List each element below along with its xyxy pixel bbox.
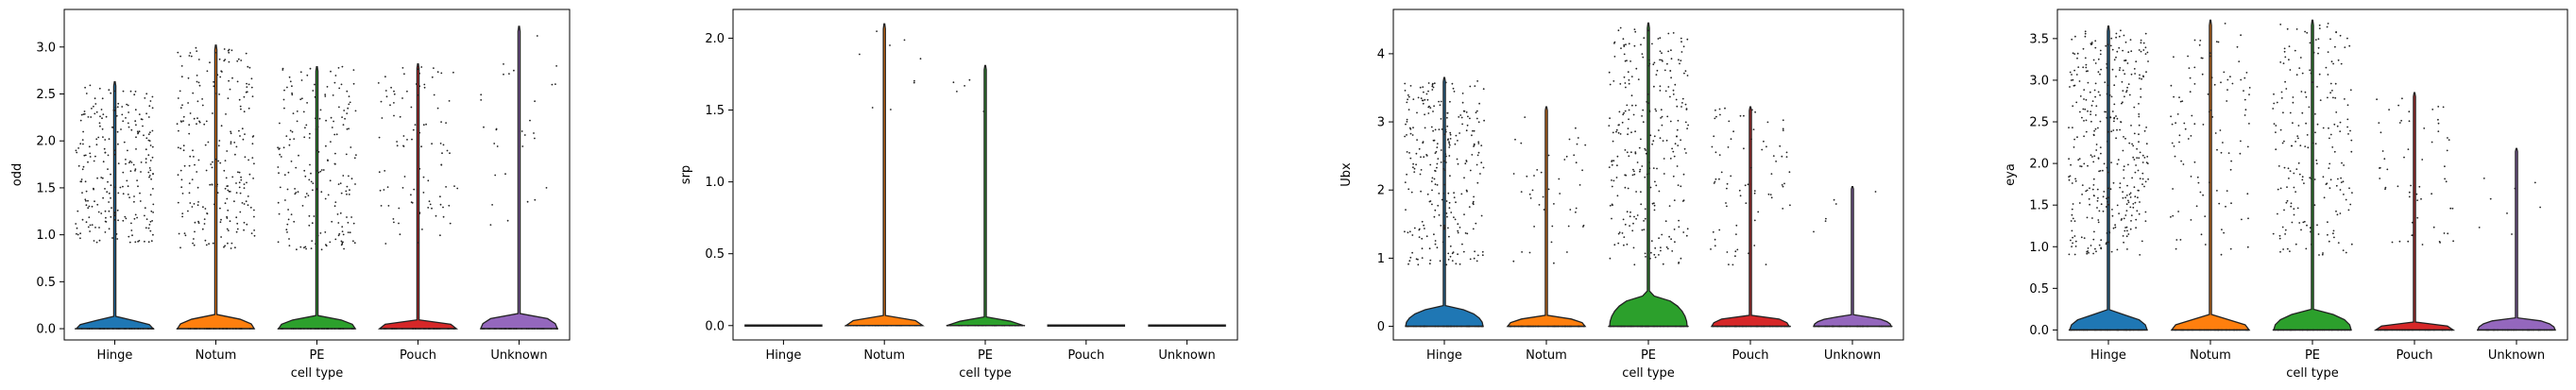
violin-panel-eya: Hinge Notum PE Pouch Unknown 0.0 0.5 1.0 1.5 2.0 2… bbox=[2004, 8, 2568, 381]
y-tick-label: 1.5 bbox=[705, 104, 725, 118]
violin-odd-notum bbox=[176, 44, 256, 330]
violin-odd-unknown bbox=[479, 25, 559, 330]
y-tick-label: 2.0 bbox=[2029, 158, 2049, 172]
y-tick-label: 2.0 bbox=[36, 135, 56, 149]
x-tick-label: Hinge bbox=[2090, 348, 2126, 363]
x-tick-label: Hinge bbox=[97, 348, 133, 363]
x-tick-label: PE bbox=[978, 348, 993, 363]
violin-Ubx-pouch bbox=[1710, 106, 1791, 328]
y-tick-label: 0.5 bbox=[36, 276, 56, 290]
violin-eya-pe bbox=[2273, 19, 2352, 331]
violin-odd-pe bbox=[277, 66, 357, 330]
violin-odd-pouch bbox=[377, 63, 459, 330]
x-tick-label: Unknown bbox=[1158, 348, 1215, 363]
y-tick-label: 0.5 bbox=[2029, 282, 2049, 297]
x-tick-label: Hinge bbox=[765, 348, 801, 363]
violin-eya-pouch bbox=[2373, 92, 2456, 331]
y-tick-label: 4 bbox=[1377, 47, 1385, 61]
x-tick-label: Notum bbox=[1526, 348, 1567, 363]
x-tick-label: Pouch bbox=[1067, 348, 1104, 363]
y-tick-label: 3.0 bbox=[36, 41, 56, 55]
violin-Ubx-notum bbox=[1506, 106, 1587, 328]
y-tick-label: 0 bbox=[1377, 320, 1385, 334]
violin-eya-hinge bbox=[2069, 25, 2148, 331]
x-axis-label: cell type bbox=[291, 366, 344, 381]
violin-odd-hinge bbox=[75, 80, 155, 330]
y-tick-label: 0.0 bbox=[36, 323, 56, 337]
violin-panel-Ubx: Hinge Notum PE Pouch Unknown 0 1 2 3 4 cell type Ub… bbox=[1339, 8, 1904, 381]
y-tick-label: 1.5 bbox=[36, 181, 56, 195]
axes-frame bbox=[1392, 8, 1904, 341]
axes-frame bbox=[63, 8, 571, 341]
violin-Ubx-pe bbox=[1609, 22, 1688, 328]
x-tick-label: Notum bbox=[196, 348, 237, 363]
x-tick-label: Unknown bbox=[2488, 348, 2545, 363]
violin-panel-odd: Hinge Notum PE Pouch Unknown 0.0 0.5 1.0 1.5 2.0 2… bbox=[10, 8, 571, 381]
y-tick-label: 3 bbox=[1377, 116, 1385, 130]
violin-eya-unknown bbox=[2476, 147, 2557, 331]
x-axis-label: cell type bbox=[959, 366, 1012, 381]
x-tick-label: Pouch bbox=[1732, 348, 1769, 363]
x-tick-label: Notum bbox=[863, 348, 905, 363]
y-tick-label: 2.5 bbox=[36, 88, 56, 102]
y-tick-label: 1.5 bbox=[2029, 199, 2049, 213]
y-tick-label: 2 bbox=[1377, 184, 1385, 198]
x-tick-label: Notum bbox=[2190, 348, 2231, 363]
violin-Ubx-hinge bbox=[1405, 76, 1484, 328]
x-tick-label: Unknown bbox=[490, 348, 547, 363]
y-axis-label: eya bbox=[2004, 163, 2018, 186]
violin-srp-notum bbox=[844, 23, 925, 327]
x-axis-label: cell type bbox=[1622, 366, 1675, 381]
x-tick-label: Pouch bbox=[2397, 348, 2433, 363]
y-tick-label: 0.0 bbox=[2029, 324, 2049, 338]
y-tick-label: 1.0 bbox=[2029, 241, 2049, 255]
x-axis-label: cell type bbox=[2286, 366, 2339, 381]
y-tick-label: 1.0 bbox=[705, 176, 725, 190]
axes-frame bbox=[2056, 8, 2568, 341]
y-axis-label: odd bbox=[10, 163, 25, 186]
y-tick-label: 1 bbox=[1377, 252, 1385, 266]
y-tick-label: 0.0 bbox=[705, 319, 725, 333]
y-tick-label: 0.5 bbox=[705, 247, 725, 262]
x-tick-label: PE bbox=[309, 348, 324, 363]
axes-frame bbox=[732, 8, 1238, 341]
y-tick-label: 3.0 bbox=[2029, 74, 2049, 88]
violin-Ubx-unknown bbox=[1812, 185, 1893, 328]
y-tick-label: 2.0 bbox=[705, 32, 725, 46]
violin-eya-notum bbox=[2170, 19, 2251, 331]
x-tick-label: Pouch bbox=[400, 348, 436, 363]
violin-srp-pe bbox=[947, 64, 1024, 327]
y-axis-label: Ubx bbox=[1339, 162, 1354, 187]
x-tick-label: PE bbox=[1641, 348, 1656, 363]
y-tick-label: 1.0 bbox=[36, 229, 56, 243]
y-tick-label: 3.5 bbox=[2029, 32, 2049, 46]
violin-panel-srp: Hinge Notum PE Pouch Unknown 0.0 0.5 1.0 1.5 2.0 c… bbox=[679, 8, 1238, 381]
y-tick-label: 2.5 bbox=[2029, 116, 2049, 130]
x-tick-label: Hinge bbox=[1426, 348, 1462, 363]
x-tick-label: PE bbox=[2305, 348, 2320, 363]
y-axis-label: srp bbox=[679, 165, 693, 184]
x-tick-label: Unknown bbox=[1824, 348, 1881, 363]
